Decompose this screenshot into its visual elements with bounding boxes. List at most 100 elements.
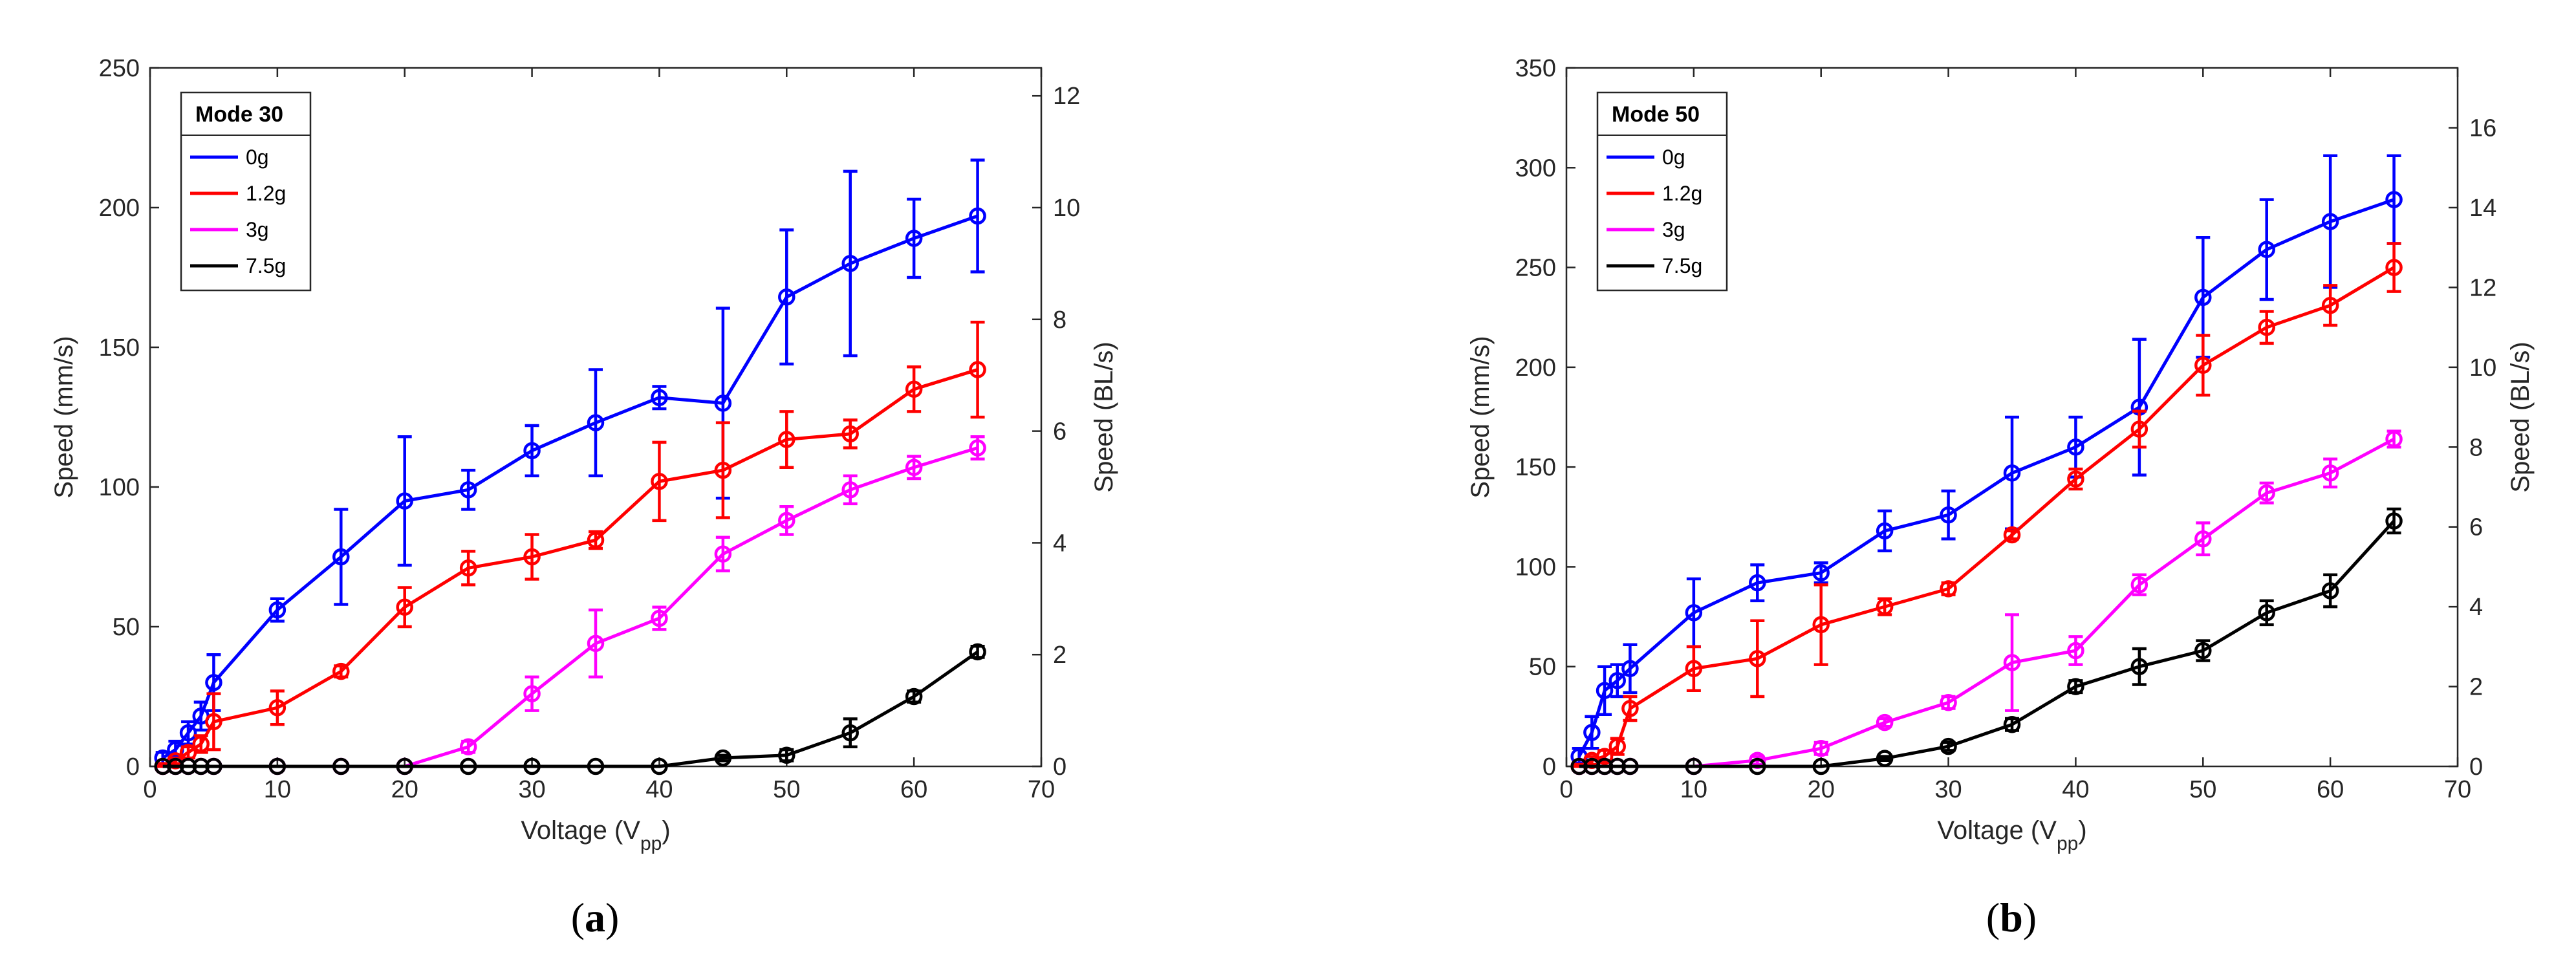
data-point bbox=[1749, 574, 1766, 592]
data-point bbox=[905, 687, 923, 706]
data-point bbox=[651, 757, 668, 775]
data-point bbox=[396, 598, 413, 616]
x-axis-label-close: ) bbox=[2078, 816, 2086, 845]
legend-label: 1.2g bbox=[1662, 182, 1702, 205]
data-point bbox=[587, 531, 605, 549]
chart-panel-b: 0 10 20 30 40 50 60 700501001502002503003500246… bbox=[1466, 55, 2535, 940]
series-3g bbox=[154, 435, 986, 775]
y2-tick-label: 8 bbox=[2469, 434, 2483, 461]
data-point bbox=[2130, 576, 2148, 594]
x-tick-label: 60 bbox=[2317, 776, 2344, 803]
x-axis-label-main: Voltage (V bbox=[1937, 816, 2057, 845]
data-point bbox=[1596, 757, 1614, 775]
y-tick-label: 250 bbox=[99, 55, 140, 82]
data-point bbox=[192, 757, 210, 775]
data-point bbox=[2194, 642, 2212, 660]
data-point bbox=[459, 481, 477, 499]
data-point bbox=[905, 459, 923, 477]
data-point bbox=[1583, 724, 1601, 741]
y-tick-label: 300 bbox=[1515, 155, 1556, 182]
data-point bbox=[1621, 660, 1639, 678]
y2-tick-label: 6 bbox=[2469, 514, 2483, 541]
data-point bbox=[205, 674, 222, 691]
x-tick-label: 40 bbox=[645, 776, 673, 803]
y-tick-label: 200 bbox=[1515, 354, 1556, 382]
data-point bbox=[1812, 564, 1830, 581]
data-point bbox=[1876, 522, 1894, 540]
data-point bbox=[969, 207, 986, 225]
y2-tick-label: 4 bbox=[2469, 594, 2483, 621]
caption-open: ( bbox=[1986, 894, 2000, 940]
data-point bbox=[841, 724, 859, 742]
y2-tick-label: 10 bbox=[1053, 195, 1080, 222]
data-point bbox=[1940, 737, 1957, 755]
data-point bbox=[2258, 604, 2275, 622]
y-axis-label: Speed (mm/s) bbox=[1466, 336, 1495, 498]
data-point bbox=[1876, 713, 1894, 731]
data-point bbox=[2258, 318, 2275, 336]
y-tick-label: 100 bbox=[99, 474, 140, 501]
x-axis-label: Voltage (Vpp) bbox=[1937, 816, 2086, 854]
legend-label: 0g bbox=[246, 146, 269, 169]
y2-tick-label: 16 bbox=[2469, 115, 2496, 142]
data-point bbox=[2385, 512, 2403, 530]
data-point bbox=[969, 361, 986, 378]
data-point bbox=[1940, 506, 1957, 524]
y-tick-label: 50 bbox=[113, 614, 140, 641]
data-point bbox=[2003, 464, 2021, 482]
data-point bbox=[167, 757, 184, 775]
data-point bbox=[651, 389, 668, 407]
x-tick-label: 30 bbox=[518, 776, 545, 803]
y2-axis-label: Speed (BL/s) bbox=[2506, 341, 2535, 492]
data-point bbox=[268, 757, 287, 775]
data-point bbox=[2003, 526, 2021, 544]
y2-tick-label: 2 bbox=[1053, 642, 1066, 669]
data-point bbox=[1812, 739, 1830, 757]
series-7.5g bbox=[1570, 507, 2403, 775]
data-point bbox=[1621, 757, 1639, 775]
data-point bbox=[714, 395, 732, 412]
data-point bbox=[459, 738, 477, 756]
y-tick-label: 0 bbox=[126, 753, 140, 781]
data-point bbox=[268, 601, 287, 619]
data-point bbox=[778, 288, 796, 306]
data-point bbox=[778, 512, 796, 530]
x-tick-label: 50 bbox=[773, 776, 800, 803]
x-tick-label: 60 bbox=[900, 776, 927, 803]
data-point bbox=[841, 481, 859, 499]
x-tick-label: 50 bbox=[2189, 776, 2216, 803]
y2-axis-label: Speed (BL/s) bbox=[1090, 341, 1118, 492]
data-point bbox=[2321, 582, 2339, 600]
y-tick-label: 0 bbox=[1542, 753, 1556, 781]
x-tick-label: 30 bbox=[1934, 776, 1962, 803]
data-point bbox=[179, 757, 197, 775]
caption-letter: b bbox=[2000, 894, 2023, 940]
series-3g bbox=[1570, 429, 2403, 775]
data-point bbox=[1608, 757, 1626, 775]
data-point bbox=[2321, 296, 2339, 314]
data-point bbox=[651, 609, 668, 627]
data-point bbox=[2321, 213, 2339, 230]
plot-frame bbox=[1565, 67, 2459, 768]
legend-label: 7.5g bbox=[246, 254, 286, 277]
data-point bbox=[969, 643, 986, 661]
data-point bbox=[905, 230, 923, 247]
caption-letter: a bbox=[585, 894, 605, 940]
data-point bbox=[1940, 580, 1957, 598]
data-point bbox=[2385, 430, 2403, 448]
x-axis-label-subscript: pp bbox=[2057, 833, 2078, 854]
data-point bbox=[2003, 715, 2021, 733]
data-point bbox=[905, 380, 923, 398]
x-tick-label: 40 bbox=[2062, 776, 2089, 803]
data-point bbox=[2067, 678, 2084, 695]
data-point bbox=[2385, 191, 2403, 208]
y-tick-label: 150 bbox=[1515, 454, 1556, 481]
data-point bbox=[1749, 757, 1766, 775]
data-point bbox=[714, 545, 732, 563]
caption-open: ( bbox=[571, 894, 585, 940]
data-point bbox=[154, 757, 171, 775]
data-point bbox=[523, 548, 541, 566]
data-point bbox=[2194, 288, 2212, 307]
data-point bbox=[2321, 464, 2339, 482]
